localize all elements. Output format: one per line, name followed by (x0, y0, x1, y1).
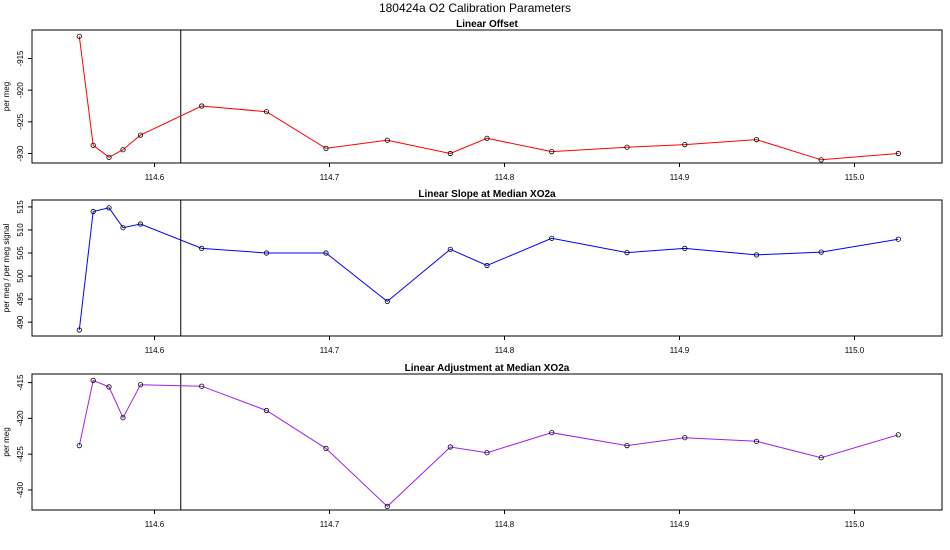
data-point (90, 377, 96, 383)
x-tick-label: 114.6 (145, 346, 165, 355)
data-point (120, 415, 126, 421)
figure-title: 180424a O2 Calibration Parameters (379, 1, 571, 15)
data-point (120, 225, 126, 231)
data-point (199, 245, 205, 251)
chart-panel-3: Linear Adjustment at Median XO2a per meg 1… (2, 363, 943, 529)
data-point (484, 135, 490, 141)
y-tick-label: -425 (16, 446, 25, 463)
x-tick-label: 114.7 (320, 346, 340, 355)
y-tick-label: -925 (16, 113, 25, 130)
y-tick-label: 495 (16, 292, 25, 306)
series-line (78, 379, 899, 508)
data-point (682, 435, 688, 441)
x-tick-label: 114.6 (145, 520, 165, 529)
data-point (895, 236, 901, 242)
data-point (624, 250, 630, 256)
data-point (384, 503, 390, 509)
data-point (818, 455, 824, 461)
x-tick-label: 114.9 (670, 520, 690, 529)
data-point (447, 444, 453, 450)
data-point (549, 149, 555, 155)
x-tick-label: 114.8 (495, 346, 515, 355)
chart-panel-2: Linear Slope at Median XO2a per meg / per… (2, 189, 943, 355)
y-tick-label: 500 (16, 269, 25, 283)
data-point (818, 157, 824, 163)
data-point (447, 150, 453, 157)
y-axis-label: per meg (2, 82, 11, 111)
x-tick-label: 115.0 (845, 173, 865, 182)
data-point (549, 235, 555, 241)
panel-title: Linear Slope at Median XO2a (418, 189, 556, 200)
data-point (484, 450, 490, 456)
data-point (106, 384, 112, 390)
data-point (624, 144, 630, 150)
panels: Linear Offset per meg 114.6 114.7 114.8 114.9… (2, 19, 943, 529)
data-point (263, 250, 270, 256)
plot-frame (31, 199, 943, 337)
chart-panel-1: Linear Offset per meg 114.6 114.7 114.8 114.9… (2, 19, 943, 182)
x-tick-label: 114.8 (495, 173, 515, 182)
panel-title: Linear Offset (456, 19, 518, 30)
data-point (753, 438, 760, 444)
data-point (106, 154, 112, 160)
data-point (895, 150, 901, 157)
series-line (78, 36, 899, 161)
data-point (384, 298, 390, 304)
y-tick-label: -430 (16, 481, 25, 498)
data-point (484, 262, 490, 269)
x-tick-label: 114.6 (145, 173, 165, 182)
x-tick-label: 114.9 (670, 173, 690, 182)
x-tick-label: 114.7 (320, 173, 340, 182)
data-point (682, 245, 688, 251)
data-point (76, 327, 82, 333)
data-point (447, 246, 453, 252)
data-point (106, 205, 112, 211)
data-point (90, 142, 96, 148)
data-point (624, 442, 630, 449)
x-tick-label: 114.8 (495, 520, 515, 529)
y-tick-label: -420 (16, 410, 25, 427)
data-point (120, 147, 126, 153)
data-point (323, 250, 329, 256)
data-point (818, 249, 824, 255)
data-point (263, 109, 270, 115)
y-tick-label: 490 (16, 315, 25, 329)
y-tick-label: -920 (16, 82, 25, 99)
data-point (753, 252, 760, 258)
y-axis-label: per meg / per meg signal (2, 224, 11, 313)
x-tick-label: 115.0 (845, 520, 865, 529)
x-tick-label: 114.9 (670, 346, 690, 355)
data-point (137, 132, 144, 138)
data-point (76, 442, 82, 449)
y-tick-label: 505 (16, 246, 25, 260)
data-point (76, 33, 82, 39)
data-point (549, 430, 555, 436)
data-point (895, 432, 901, 438)
data-point (199, 383, 205, 389)
y-axis-label: per meg (2, 427, 11, 456)
data-point (137, 382, 144, 388)
data-point (263, 407, 270, 414)
data-point (90, 208, 96, 215)
series-line (78, 207, 899, 331)
x-tick-label: 114.7 (320, 520, 340, 529)
y-tick-label: 515 (16, 200, 25, 214)
plot-frame (31, 29, 943, 164)
data-point (137, 221, 144, 227)
y-tick-label: 510 (16, 223, 25, 237)
y-tick-label: -930 (16, 145, 25, 162)
data-point (199, 103, 205, 109)
data-point (323, 145, 329, 151)
panel-title: Linear Adjustment at Median XO2a (405, 363, 570, 374)
y-tick-label: -415 (16, 374, 25, 391)
data-point (753, 137, 760, 143)
y-tick-label: -915 (16, 50, 25, 67)
data-point (384, 137, 390, 143)
data-point (682, 142, 688, 148)
plot-frame (31, 373, 943, 511)
x-tick-label: 115.0 (845, 346, 865, 355)
data-point (323, 445, 329, 451)
